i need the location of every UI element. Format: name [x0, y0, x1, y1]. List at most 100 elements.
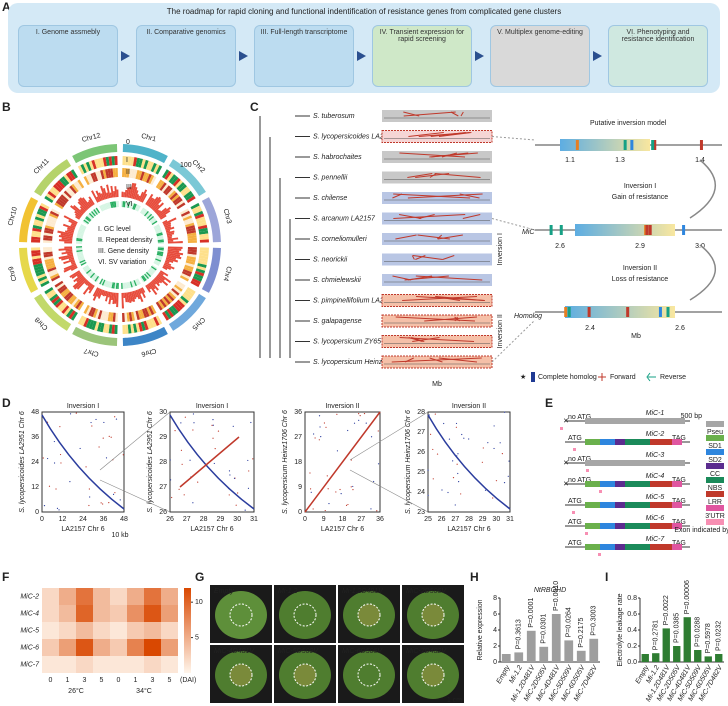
repeat-bar: [164, 261, 172, 267]
roadmap-step: II. Comparative genomics: [136, 25, 236, 87]
noise-dot: [461, 433, 463, 436]
gc-cell: [183, 291, 193, 300]
noise-dot: [441, 489, 443, 491]
noise-dot: [327, 488, 329, 490]
repeat-bar: [100, 185, 107, 200]
noise-dot: [115, 418, 118, 420]
chromosome-arc: [122, 144, 168, 164]
noise-dot: [178, 488, 180, 490]
sv-cell: [86, 270, 93, 276]
gc-cell: [168, 174, 177, 184]
gene-cell: [47, 215, 58, 221]
sv-cell: [77, 232, 84, 236]
synteny-bar: [382, 171, 492, 184]
repeat-bar: [58, 254, 74, 260]
gene-cell: [95, 171, 101, 181]
noise-dot: [363, 412, 366, 415]
noise-dot: [184, 416, 186, 418]
start-codon: ATG: [568, 498, 582, 505]
legend-text: Pseu: [707, 429, 723, 436]
noise-dot: [91, 425, 93, 427]
gene-cell: [133, 169, 138, 179]
noise-dot: [119, 499, 121, 501]
gene-tick: [393, 214, 466, 219]
repeat-bar: [138, 191, 144, 202]
gc-cell: [186, 195, 196, 203]
gc-cell: [199, 250, 209, 254]
sv-cell: [115, 201, 118, 208]
gc-cell: [96, 322, 102, 332]
noise-dot: [352, 489, 354, 491]
gc-cell: [31, 247, 41, 251]
repeat-bar: [146, 284, 152, 290]
plot-frame: [41, 411, 125, 513]
sv-cell: [115, 282, 118, 289]
gc-cell: [49, 293, 59, 302]
ring-label: I: [126, 157, 128, 164]
noise-dot: [169, 459, 171, 461]
p-value: P=0.0232: [716, 621, 723, 651]
sv-cell: [105, 280, 109, 288]
gene-cell: [187, 240, 197, 243]
gene-cell: [67, 294, 76, 303]
sv-cell: [148, 269, 155, 274]
sv-cell: [89, 211, 95, 218]
domain-block: [650, 481, 672, 487]
sv-cell: [155, 257, 162, 261]
sv-cell: [84, 218, 90, 223]
gene-cell: [69, 185, 77, 194]
gene-cell: [83, 176, 90, 186]
noise-dot: [309, 488, 312, 490]
p-value: P=0.5978: [705, 623, 712, 653]
sv-cell: [145, 272, 151, 279]
y-tick-label: 27: [417, 429, 425, 436]
gene-tick: [395, 234, 417, 240]
repeat-bar: [165, 229, 171, 233]
sv-cell: [99, 278, 104, 285]
stop-codon: TAG: [672, 519, 686, 526]
start-codon: no ATG: [568, 456, 591, 463]
sv-cell: [114, 201, 117, 208]
noise-dot: [53, 440, 55, 443]
heat-cell: [161, 622, 178, 639]
gc-cell: [153, 164, 160, 174]
panel-label: D: [2, 396, 11, 410]
gene-cell: [43, 237, 53, 241]
sv-cell: [76, 248, 83, 251]
gene-cell: [58, 196, 68, 204]
species-label: S. lycopersicoides LA2951: [313, 133, 396, 140]
species-label: S. arcanum LA2157: [313, 215, 376, 222]
noise-dot: [427, 494, 429, 497]
gc-cell: [32, 224, 43, 230]
gene-cell: [155, 301, 163, 311]
sv-cell: [79, 225, 86, 230]
sv-cell: [88, 271, 95, 278]
species-label: S. chmielewskii: [313, 277, 361, 284]
sv-cell: [151, 264, 158, 270]
y-tick-label: 0: [493, 659, 497, 666]
gene-box: [699, 140, 703, 150]
noise-dot: [217, 430, 220, 432]
repeat-bar: [163, 264, 172, 270]
repeat-bar: [147, 283, 158, 296]
gene-cell: [57, 198, 66, 206]
gene-cell: [161, 297, 169, 307]
sv-cell: [149, 217, 155, 222]
sv-cell: [77, 233, 84, 237]
repeat-bar: [88, 284, 94, 291]
gc-cell: [181, 188, 191, 197]
repeat-bar: [159, 271, 164, 276]
noise-dot: [328, 502, 330, 505]
noise-dot: [247, 487, 250, 489]
noise-dot: [192, 413, 195, 415]
gene-cell: [110, 312, 114, 322]
infiltration-area: [293, 663, 317, 687]
sv-cell: [145, 271, 152, 278]
roadmap-step: I. Genome assmebly: [18, 25, 118, 87]
isoseq-exon: [573, 448, 576, 451]
legend-text: I. GC level: [98, 226, 131, 233]
domain-block: [625, 481, 650, 487]
gene-cell: [144, 307, 150, 318]
gene-box: [559, 225, 563, 235]
